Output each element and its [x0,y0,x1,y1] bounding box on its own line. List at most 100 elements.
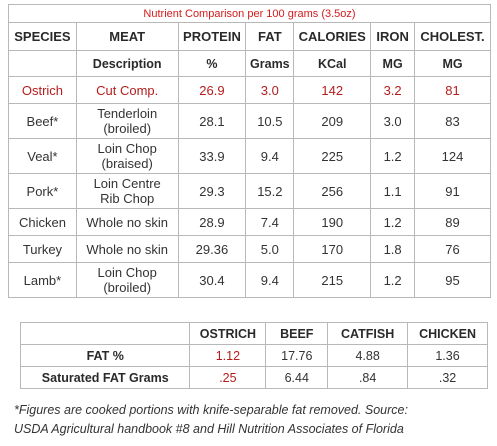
unit-iron: MG [370,50,416,77]
meat-cell: Whole no skin [75,235,179,263]
cholesterol-cell: 83 [414,103,491,139]
value-beef: 6.44 [265,366,329,389]
unit-species [8,50,77,77]
meat-cell: Loin Chop (broiled) [75,262,179,298]
meat-cell: Loin Centre Rib Chop [75,173,179,209]
table-row: Lamb* Loin Chop (broiled) 30.4 9.4 215 1.… [8,262,491,298]
protein-cell: 28.1 [177,103,247,139]
meat-line-2: Rib Chop [100,191,155,206]
row-label: FAT % [19,344,191,367]
table-row: Turkey Whole no skin 29.36 5.0 170 1.8 7… [8,235,491,263]
unit-calories: KCal [293,50,372,77]
footnote-line-2: USDA Agricultural handbook #8 and Hill N… [14,422,404,436]
species-cell: Veal* [8,138,77,174]
meat-cell: Whole no skin [75,208,179,236]
protein-cell: 33.9 [177,138,247,174]
species-cell: Ostrich [8,76,77,104]
species-cell: Beef* [8,103,77,139]
calories-cell: 142 [293,76,372,104]
header-beef: BEEF [265,322,329,345]
cholesterol-cell: 95 [414,262,491,298]
protein-cell: 29.3 [177,173,247,209]
cholesterol-cell: 81 [414,76,491,104]
calories-cell: 170 [293,235,372,263]
unit-meat: Description [75,50,179,77]
header-species: SPECIES [8,22,77,51]
table-row: Veal* Loin Chop (braised) 33.9 9.4 225 1.… [8,138,491,174]
fat-cell: 15.2 [245,173,295,209]
header-iron: IRON [370,22,416,51]
table-row: Chicken Whole no skin 28.9 7.4 190 1.2 8… [8,208,491,236]
fat-cell: 10.5 [245,103,295,139]
value-ostrich: 1.12 [189,344,267,367]
header-meat: MEAT [75,22,179,51]
unit-fat: Grams [245,50,295,77]
table-row: Beef* Tenderloin (broiled) 28.1 10.5 209 … [8,103,491,139]
calories-cell: 215 [293,262,372,298]
cholesterol-cell: 91 [414,173,491,209]
value-ostrich: .25 [189,366,267,389]
header-fat: FAT [245,22,295,51]
calories-cell: 225 [293,138,372,174]
header-catfish: CATFISH [327,322,409,345]
row-label: Saturated FAT Grams [19,366,191,389]
value-beef: 17.76 [265,344,329,367]
fat-cell: 3.0 [245,76,295,104]
fat-cell: 9.4 [245,138,295,174]
value-chicken: .32 [407,366,488,389]
table-row: Pork* Loin Centre Rib Chop 29.3 15.2 256 … [8,173,491,209]
meat-line-2: (broiled) [103,121,152,136]
fat-cell: 7.4 [245,208,295,236]
value-catfish: 4.88 [327,344,409,367]
iron-cell: 1.1 [370,173,416,209]
protein-cell: 26.9 [177,76,247,104]
calories-cell: 209 [293,103,372,139]
comparison-corner-cell [19,322,191,345]
units-row: Description % Grams KCal MG MG [8,50,491,77]
value-chicken: 1.36 [407,344,488,367]
unit-protein: % [177,50,247,77]
iron-cell: 3.0 [370,103,416,139]
cholesterol-cell: 89 [414,208,491,236]
meat-line-1: Cut Comp. [96,82,159,98]
iron-cell: 1.8 [370,235,416,263]
footnote-line-1: *Figures are cooked portions with knife-… [14,403,408,417]
protein-cell: 29.36 [177,235,247,263]
meat-cell: Cut Comp. [75,76,179,104]
meat-line-1: Tenderloin [97,106,158,121]
comparison-header-row: OSTRICH BEEF CATFISH CHICKEN [19,322,488,345]
meat-line-1: Loin Centre [93,176,161,191]
calories-cell: 256 [293,173,372,209]
meat-line-1: Loin Chop [97,141,157,156]
iron-cell: 1.2 [370,138,416,174]
unit-cholesterol: MG [414,50,491,77]
fat-cell: 5.0 [245,235,295,263]
species-cell: Pork* [8,173,77,209]
meat-line-1: Loin Chop [97,265,157,280]
fat-comparison-table: OSTRICH BEEF CATFISH CHICKEN FAT % 1.12 … [19,322,488,389]
comparison-row: Saturated FAT Grams .25 6.44 .84 .32 [19,366,488,389]
table-title: Nutrient Comparison per 100 grams (3.5oz… [8,4,491,23]
fat-cell: 9.4 [245,262,295,298]
iron-cell: 1.2 [370,262,416,298]
header-cholesterol: CHOLEST. [414,22,491,51]
value-catfish: .84 [327,366,409,389]
header-ostrich: OSTRICH [189,322,267,345]
header-chicken: CHICKEN [407,322,488,345]
table-row: Ostrich Cut Comp. 26.9 3.0 142 3.2 81 [8,76,491,104]
nutrient-comparison-table: Nutrient Comparison per 100 grams (3.5oz… [8,4,491,298]
species-cell: Turkey [8,235,77,263]
meat-cell: Loin Chop (braised) [75,138,179,174]
protein-cell: 30.4 [177,262,247,298]
iron-cell: 3.2 [370,76,416,104]
meat-line-2: (broiled) [103,280,152,295]
species-cell: Chicken [8,208,77,236]
species-cell: Lamb* [8,262,77,298]
header-calories: CALORIES [293,22,372,51]
cholesterol-cell: 76 [414,235,491,263]
meat-line-1: Whole no skin [86,241,169,257]
meat-line-2: (braised) [101,156,153,171]
protein-cell: 28.9 [177,208,247,236]
iron-cell: 1.2 [370,208,416,236]
header-row: SPECIES MEAT PROTEIN FAT CALORIES IRON C… [8,22,491,51]
